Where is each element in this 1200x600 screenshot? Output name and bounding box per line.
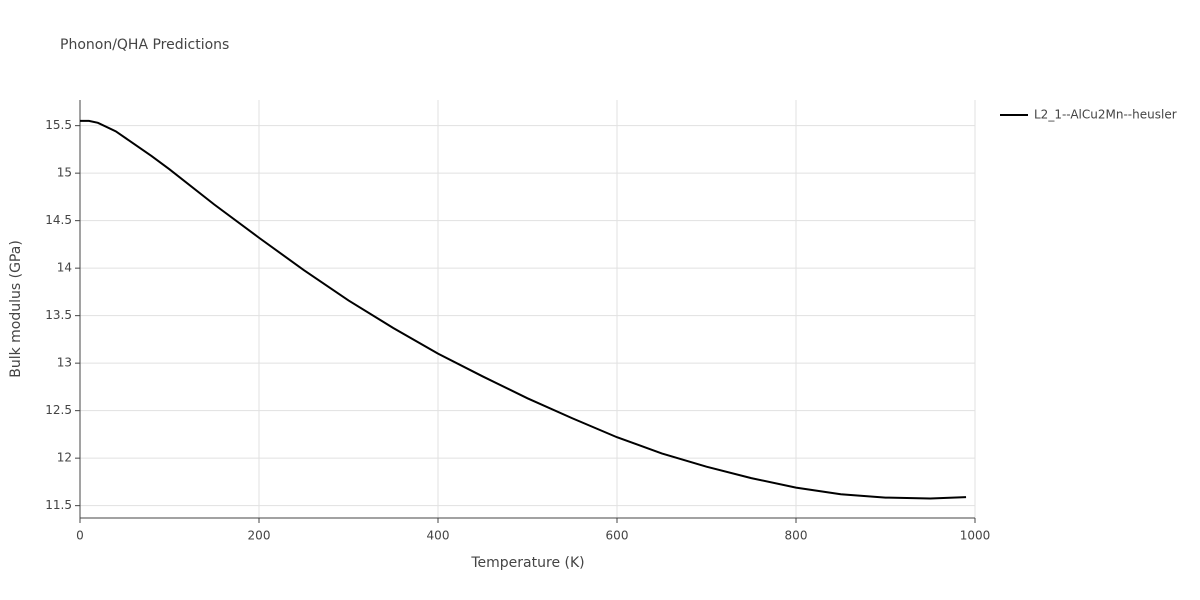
legend-label: L2_1--AlCu2Mn--heusler — [1034, 108, 1177, 122]
x-axis-title: Temperature (K) — [470, 555, 584, 571]
y-axis-title: Bulk modulus (GPa) — [8, 240, 24, 378]
series-line — [80, 119, 967, 500]
y-tick-label: 15.5 — [45, 118, 72, 132]
x-tick-label: 1000 — [960, 529, 991, 543]
y-tick-label: 14 — [57, 261, 72, 275]
y-tick-label: 12 — [57, 451, 72, 465]
y-tick-label: 12.5 — [45, 403, 72, 417]
y-tick-label: 14.5 — [45, 213, 72, 227]
y-tick-label: 13.5 — [45, 308, 72, 322]
x-tick-label: 400 — [427, 529, 450, 543]
x-tick-label: 200 — [248, 529, 271, 543]
y-tick-label: 13 — [57, 356, 72, 370]
x-tick-label: 800 — [785, 529, 808, 543]
y-tick-label: 15 — [57, 166, 72, 180]
x-tick-label: 0 — [76, 529, 84, 543]
x-tick-label: 600 — [606, 529, 629, 543]
chart-title: Phonon/QHA Predictions — [60, 37, 229, 53]
y-tick-label: 11.5 — [45, 498, 72, 512]
